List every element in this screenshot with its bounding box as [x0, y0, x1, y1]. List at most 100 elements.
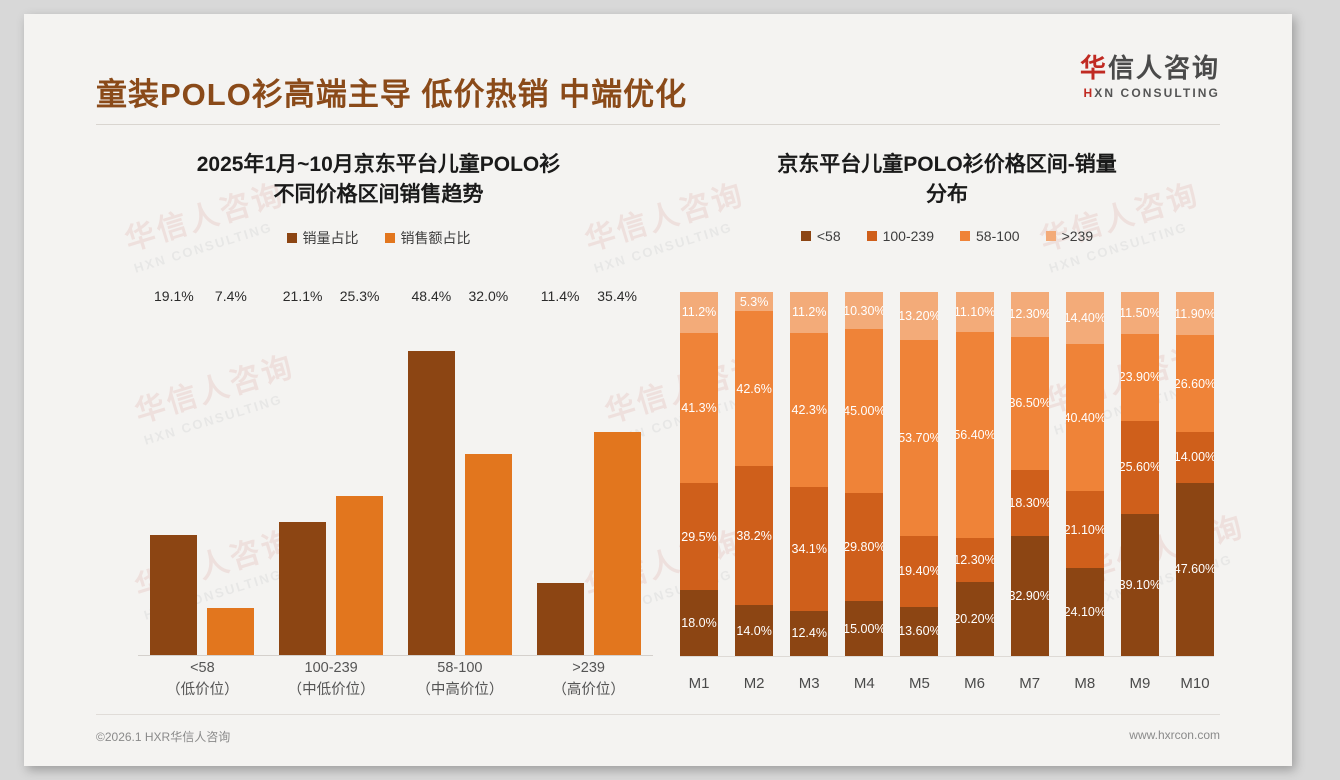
stack-segment[interactable]: 11.50% — [1120, 291, 1159, 334]
category-label-tier: （中低价位） — [287, 681, 375, 698]
stack-segment-label: 40.40% — [1065, 410, 1104, 425]
legend-item-销量占比[interactable]: 销量占比 — [286, 228, 359, 248]
stack-segment[interactable]: 11.90% — [1175, 292, 1214, 336]
legend-swatch-icon — [1045, 230, 1056, 241]
bar[interactable]: 32.0% — [464, 288, 512, 655]
stack-segment-label: 11.50% — [1120, 305, 1159, 320]
stack-segment[interactable]: 12.30% — [1010, 292, 1049, 337]
category-label-range: >239 — [572, 660, 605, 676]
stack-segment[interactable]: 12.30% — [955, 537, 994, 583]
stack-segment[interactable]: 14.00% — [1175, 432, 1214, 483]
stack-segment[interactable]: 34.1% — [790, 486, 829, 611]
stack-segment[interactable]: 15.00% — [845, 601, 884, 656]
stack-segment[interactable]: 42.3% — [790, 332, 829, 487]
page-title: 童装POLO衫高端主导 低价热销 中端优化 — [96, 77, 688, 112]
bar-column[interactable]: 7.4% — [207, 288, 255, 655]
stack-segment[interactable]: 13.20% — [900, 292, 939, 341]
category-label: >239 （高价位） — [524, 658, 653, 710]
month-label: M4 — [853, 675, 875, 692]
stack-segment-label: 11.2% — [791, 305, 827, 320]
stacked-bar[interactable]: 11.90% 26.60% 14.00% 47.60% — [1175, 292, 1214, 656]
stack-segment[interactable]: 12.4% — [790, 610, 829, 656]
bar[interactable]: 7.4% — [207, 288, 255, 655]
stack-segment-label: 11.10% — [955, 305, 994, 320]
bar[interactable]: 11.4% — [536, 288, 584, 655]
legend-swatch-icon — [286, 232, 297, 243]
stacked-bar[interactable]: 10.30% 45.00% 29.80% 15.00% — [845, 292, 884, 656]
stack-segment[interactable]: 24.10% — [1065, 568, 1104, 656]
stacked-bar[interactable]: 11.2% 41.3% 29.5% 18.0% — [680, 292, 718, 656]
stack-segment-label: 23.90% — [1120, 370, 1159, 385]
stack-segment[interactable]: 25.60% — [1120, 420, 1159, 514]
stacked-bar[interactable]: 12.30% 36.50% 18.30% 32.90% — [1010, 292, 1049, 656]
bar-column[interactable]: 19.1% — [150, 288, 198, 655]
stack-segment[interactable]: 19.40% — [900, 535, 939, 607]
category-label-range: <58 — [190, 660, 215, 676]
stack-segment[interactable]: 38.2% — [735, 466, 774, 606]
stacked-bar[interactable]: 13.20% 53.70% 19.40% 13.60% — [900, 292, 939, 656]
stack-segment[interactable]: 53.70% — [900, 340, 939, 536]
stacked-bar[interactable]: 11.10% 56.40% 12.30% 20.20% — [955, 292, 994, 656]
legend-item->239[interactable]: >239 — [1045, 228, 1093, 244]
legend-item-58-100[interactable]: 58-100 — [960, 228, 1020, 244]
bar[interactable]: 25.3% — [336, 288, 384, 655]
logo-en-accent: H — [1083, 85, 1095, 100]
stack-segment[interactable]: 42.6% — [735, 311, 774, 467]
footer-website[interactable]: www.hxrcon.com — [1129, 728, 1220, 742]
stacked-bar[interactable]: 11.50% 23.90% 25.60% 39.10% — [1120, 291, 1159, 656]
stack-segment[interactable]: 41.3% — [680, 332, 718, 484]
stack-segment-label: 12.30% — [1010, 307, 1049, 322]
legend-item-label: 58-100 — [976, 227, 1020, 244]
bar-column[interactable]: 21.1% — [279, 288, 327, 655]
stack-segment[interactable]: 32.90% — [1010, 536, 1049, 656]
stacked-bar[interactable]: 11.2% 42.3% 34.1% 12.4% — [790, 292, 829, 656]
stack-segment[interactable]: 11.2% — [790, 292, 829, 333]
month-label: M6 — [964, 675, 985, 692]
stack-segment[interactable]: 20.20% — [955, 582, 994, 656]
stack-segment[interactable]: 18.30% — [1010, 469, 1049, 537]
category-label: 58-100 （中高价位） — [396, 658, 525, 710]
legend-item-label: 销售额占比 — [400, 229, 471, 246]
stack-segment[interactable]: 18.0% — [680, 590, 718, 656]
stack-segment[interactable]: 14.40% — [1065, 292, 1104, 345]
stack-segment[interactable]: 29.5% — [680, 483, 718, 591]
stack-segment[interactable]: 13.60% — [900, 606, 939, 656]
stack-segment[interactable]: 56.40% — [955, 332, 994, 538]
stack-segment[interactable]: 26.60% — [1175, 335, 1214, 432]
stack-segment[interactable]: 5.3% — [735, 291, 774, 312]
bar-group: 48.4% 32.0% — [396, 288, 525, 655]
bar-value-label: 7.4% — [214, 288, 247, 304]
stack-segment[interactable]: 36.50% — [1010, 336, 1049, 470]
bar[interactable]: 35.4% — [593, 288, 641, 655]
stack-segment-label: 18.0% — [681, 616, 717, 631]
bar-column[interactable]: 35.4% — [593, 288, 641, 655]
stack-segment[interactable]: 23.90% — [1120, 333, 1159, 421]
stack-segment[interactable]: 11.2% — [680, 292, 718, 333]
stack-segment[interactable]: 47.60% — [1175, 482, 1214, 656]
stack-segment[interactable]: 29.80% — [845, 493, 884, 602]
stacked-bar[interactable]: 14.40% 40.40% 21.10% 24.10% — [1065, 292, 1104, 656]
stack-segment[interactable]: 10.30% — [845, 292, 884, 330]
stack-segment[interactable]: 14.0% — [735, 605, 774, 656]
month-label: M9 — [1129, 675, 1151, 692]
stack-segment[interactable]: 39.10% — [1120, 513, 1159, 656]
legend-item-销售额占比[interactable]: 销售额占比 — [384, 228, 471, 248]
stack-segment[interactable]: 11.10% — [955, 292, 994, 333]
stack-segment[interactable]: 40.40% — [1065, 344, 1104, 492]
right-chart-x-axis — [680, 656, 1214, 657]
bar[interactable]: 19.1% — [150, 288, 198, 655]
bar-column[interactable]: 32.0% — [464, 288, 512, 655]
bar[interactable]: 48.4% — [407, 288, 455, 655]
stack-segment[interactable]: 21.10% — [1065, 491, 1104, 569]
right-chart-stacked-bars: 11.2% 41.3% 29.5% 18.0% 5.3% 42.6% 38.2% 14.0% 1… — [680, 291, 1214, 656]
bar-column[interactable]: 48.4% — [407, 288, 455, 655]
legend-item-100-239[interactable]: 100-239 — [866, 228, 934, 244]
bar-column[interactable]: 25.3% — [336, 288, 384, 655]
logo-english-text: HXN CONSULTING — [1080, 86, 1220, 100]
bar-column[interactable]: 11.4% — [536, 288, 584, 655]
stacked-bar[interactable]: 5.3% 42.6% 38.2% 14.0% — [735, 291, 774, 656]
legend-item-<58[interactable]: <58 — [800, 228, 841, 244]
stack-segment[interactable]: 45.00% — [845, 329, 884, 494]
bar[interactable]: 21.1% — [279, 288, 327, 655]
stack-segment-label: 24.10% — [1065, 605, 1104, 620]
